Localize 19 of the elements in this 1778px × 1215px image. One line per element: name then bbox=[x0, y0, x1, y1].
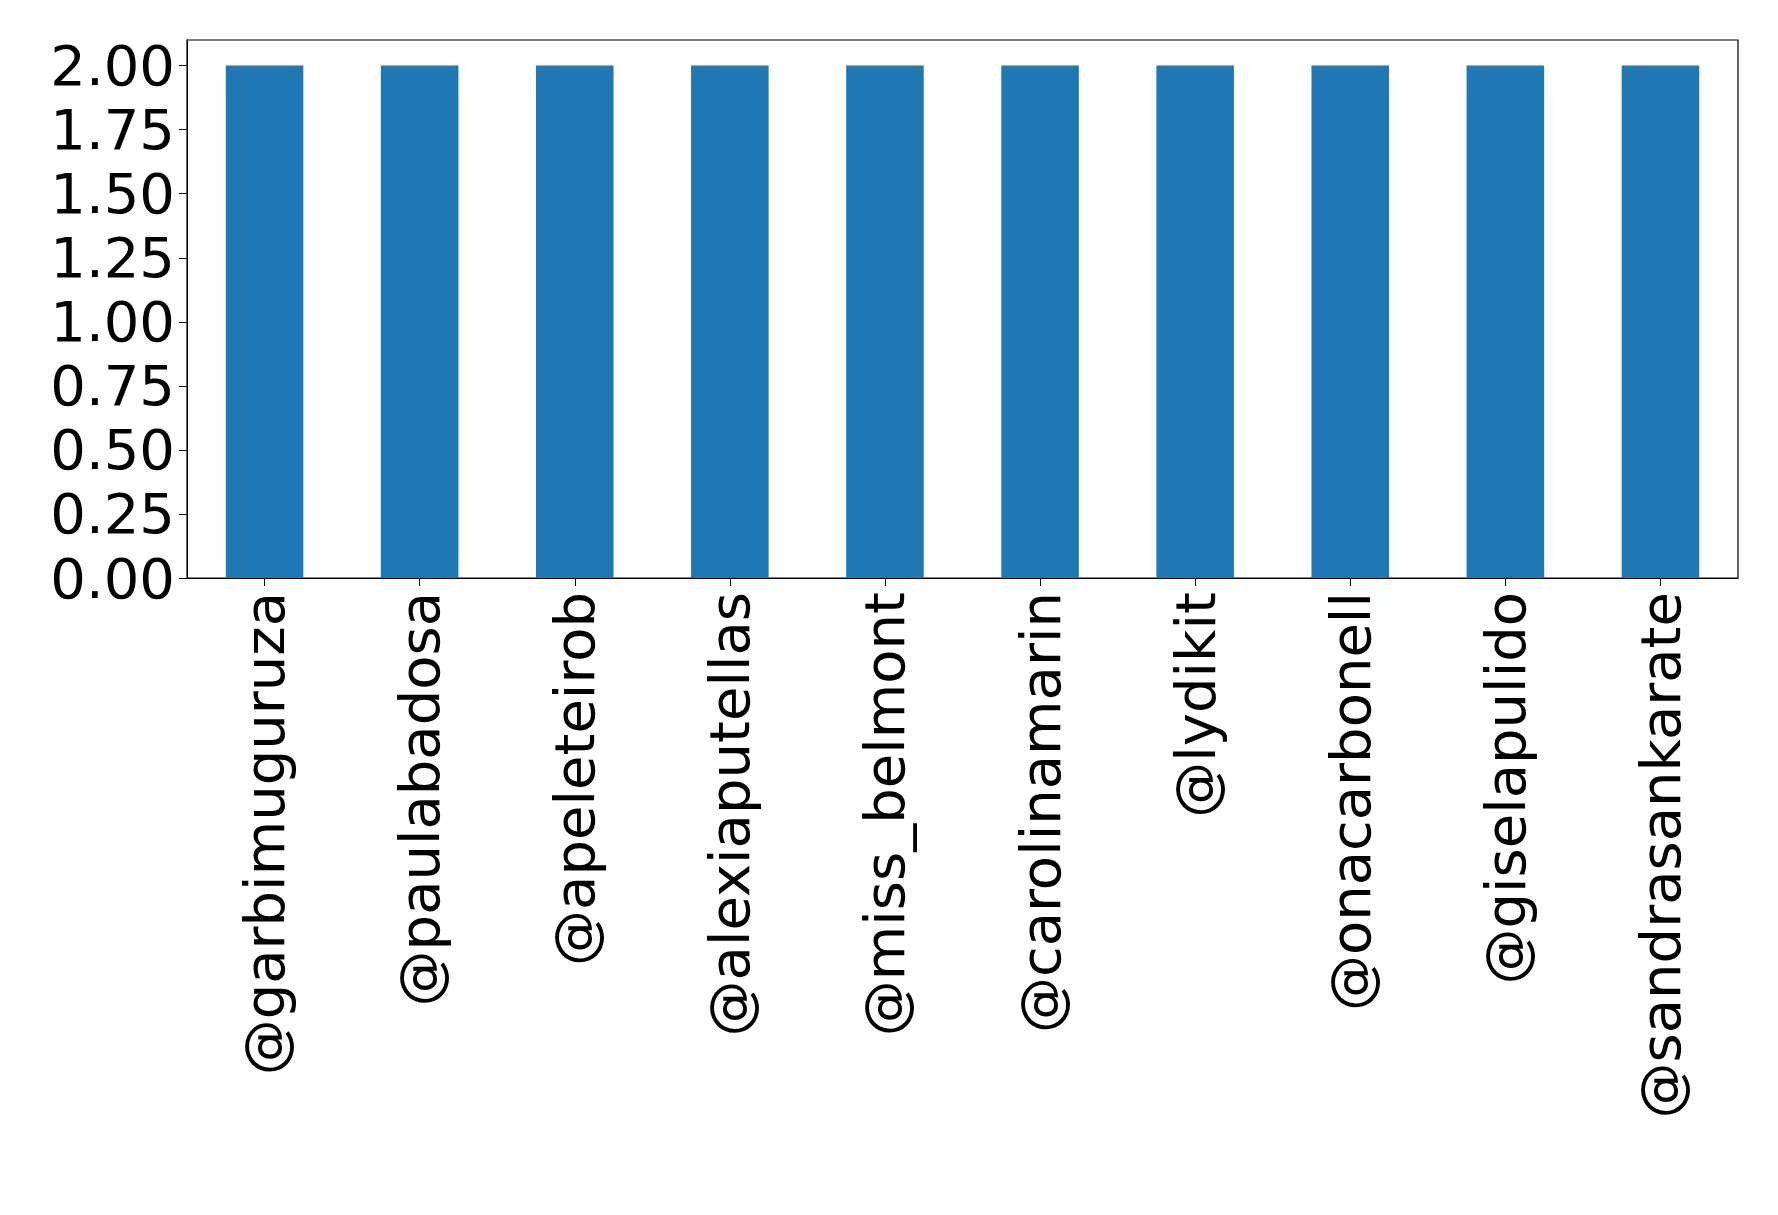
x-tick-label: @paulabadosa bbox=[387, 592, 453, 1007]
x-tick-label: @giselapulido bbox=[1472, 592, 1538, 985]
x-tick-label: @lydikit bbox=[1162, 592, 1228, 818]
y-tick-label: 1.50 bbox=[50, 161, 175, 227]
y-tick-label: 2.00 bbox=[50, 33, 175, 99]
y-tick-label: 1.25 bbox=[50, 225, 175, 291]
x-tick-label: @garbimuguruza bbox=[232, 592, 298, 1076]
x-tick-label: @alexiaputellas bbox=[697, 592, 763, 1037]
y-tick-label: 1.00 bbox=[50, 289, 175, 355]
x-tick-label: @miss_belmont bbox=[852, 592, 918, 1037]
x-tick-label: @sandrasankarate bbox=[1627, 592, 1693, 1119]
y-tick-label: 0.25 bbox=[50, 481, 175, 547]
x-tick-label: @apeleteirob bbox=[542, 592, 608, 966]
x-tick-label: @carolinamarin bbox=[1007, 592, 1073, 1034]
y-tick-label: 0.50 bbox=[50, 417, 175, 483]
y-tick-label: 0.00 bbox=[50, 545, 175, 611]
x-tick-label: @onacarbonell bbox=[1317, 592, 1383, 1012]
y-tick-label: 0.75 bbox=[50, 353, 175, 419]
y-tick-label: 1.75 bbox=[50, 97, 175, 163]
